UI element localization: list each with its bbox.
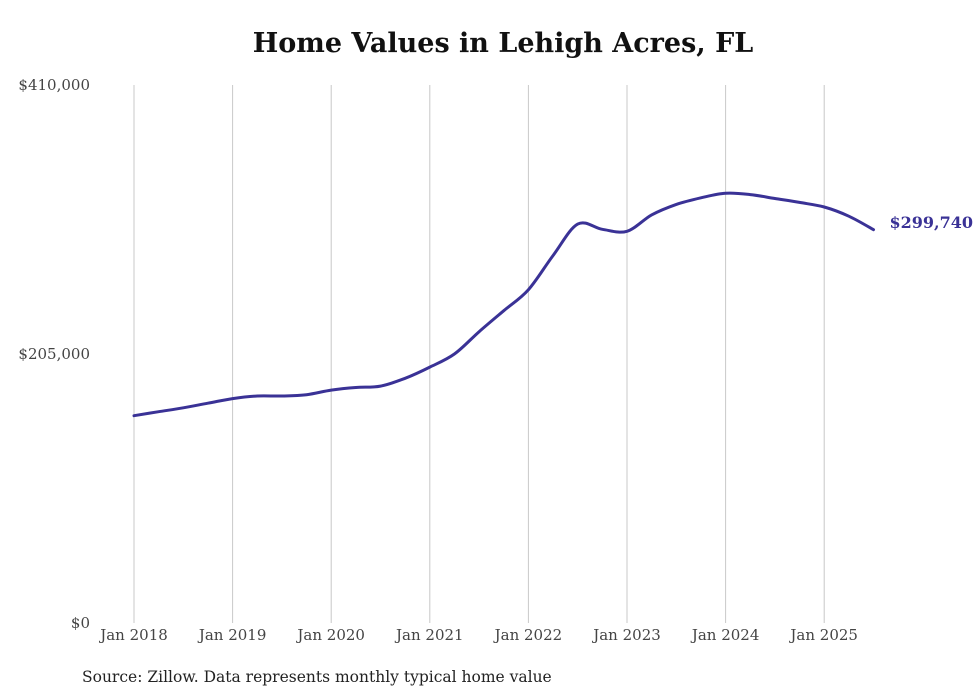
y-tick-label: $410,000 xyxy=(18,76,90,94)
x-tick-label: Jan 2020 xyxy=(295,626,365,644)
x-tick-label: Jan 2022 xyxy=(493,626,563,644)
y-tick-label: $0 xyxy=(71,614,90,632)
line-chart: $0$205,000$410,000 Jan 2018 Jan 2019 Jan 2… xyxy=(18,76,974,644)
x-tick-label: Jan 2021 xyxy=(394,626,464,644)
gridlines xyxy=(133,85,825,623)
source-note: Source: Zillow. Data represents monthly … xyxy=(82,668,552,686)
x-tick-label: Jan 2024 xyxy=(690,626,760,644)
x-tick-label: Jan 2023 xyxy=(591,626,661,644)
chart-title: Home Values in Lehigh Acres, FL xyxy=(252,28,754,59)
home-value-line xyxy=(132,191,875,418)
x-axis-ticks: Jan 2018 Jan 2019 Jan 2020 Jan 2021 Jan 2022… xyxy=(98,626,858,644)
x-tick-label: Jan 2019 xyxy=(197,626,267,644)
x-tick-label: Jan 2018 xyxy=(98,626,168,644)
y-tick-label: $205,000 xyxy=(18,345,90,363)
y-axis-ticks: $0 $205,000 $410,000 xyxy=(18,76,90,632)
end-value-label: $299,740 xyxy=(890,213,974,232)
x-tick-label: Jan 2025 xyxy=(788,626,858,644)
